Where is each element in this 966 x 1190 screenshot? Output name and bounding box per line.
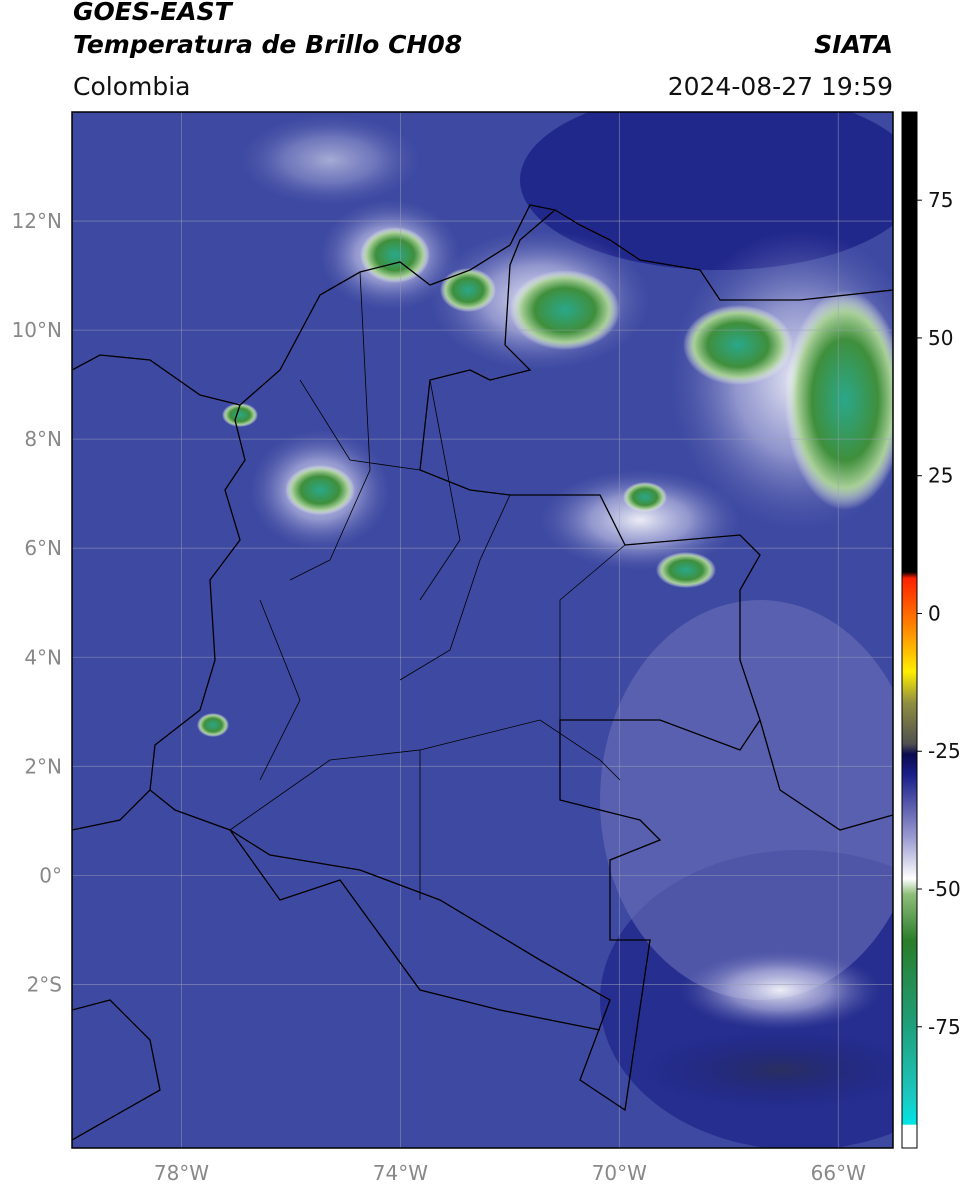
storm xyxy=(683,305,793,385)
storm xyxy=(656,552,716,588)
lon-tick-label: 78°W xyxy=(154,1161,209,1185)
storm xyxy=(197,713,229,737)
storm xyxy=(222,403,258,427)
storm xyxy=(785,290,893,510)
colorbar-tick-label: -25 xyxy=(928,739,961,763)
lat-tick-label: 10°N xyxy=(12,318,62,342)
cloud-region xyxy=(600,600,893,1000)
colorbar-tick-label: 75 xyxy=(928,188,953,212)
dark-region xyxy=(640,1030,893,1110)
storm xyxy=(360,227,430,283)
storm xyxy=(510,270,620,350)
map-image xyxy=(72,112,893,1148)
storm xyxy=(440,268,496,312)
region: Colombia xyxy=(73,72,190,101)
colombia-border xyxy=(149,204,761,1112)
cloud xyxy=(680,950,880,1030)
lat-tick-label: 2°N xyxy=(24,754,62,778)
lon-tick-label: 66°W xyxy=(811,1161,866,1185)
storm xyxy=(623,482,667,512)
datetime: 2024-08-27 19:59 xyxy=(668,72,893,101)
colorbar-tick-label: 0 xyxy=(928,601,941,625)
colorbar-tick-label: 25 xyxy=(928,464,953,488)
lat-tick-label: 8°N xyxy=(24,427,62,451)
colorbar-tick-label: 50 xyxy=(928,326,953,350)
colorbar-tick-label: -50 xyxy=(928,877,961,901)
lon-tick-label: 74°W xyxy=(373,1161,428,1185)
source: SIATA xyxy=(814,30,893,59)
lon-tick-label: 70°W xyxy=(592,1161,647,1185)
product-title: Temperatura de Brillo CH08 xyxy=(73,30,462,59)
colorbar xyxy=(901,111,918,1149)
colorbar-tick-label: -75 xyxy=(928,1015,961,1039)
lat-tick-label: 2°S xyxy=(27,972,62,996)
satellite-title: GOES-EAST xyxy=(73,0,234,26)
lat-tick-label: 4°N xyxy=(24,645,62,669)
lat-tick-label: 6°N xyxy=(24,536,62,560)
lat-tick-label: 12°N xyxy=(12,209,62,233)
coastline xyxy=(72,209,893,1141)
map-frame xyxy=(71,111,894,1149)
cloud xyxy=(240,115,420,205)
gridlines xyxy=(72,112,893,1148)
department-borders xyxy=(229,271,626,900)
lat-tick-label: 0° xyxy=(39,863,62,887)
storm xyxy=(285,465,355,515)
